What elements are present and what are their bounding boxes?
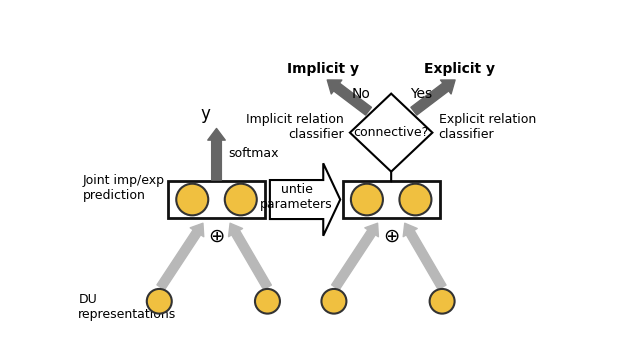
Text: Explicit relation
classifier: Explicit relation classifier <box>439 113 536 141</box>
Text: DU
representations: DU representations <box>78 293 177 321</box>
Ellipse shape <box>255 289 280 313</box>
Text: untie
parameters: untie parameters <box>260 183 333 211</box>
Text: Explicit y: Explicit y <box>424 62 495 76</box>
Text: $\oplus$: $\oplus$ <box>208 226 225 245</box>
Polygon shape <box>270 163 341 236</box>
Text: y: y <box>201 105 211 123</box>
Text: softmax: softmax <box>228 147 279 160</box>
Ellipse shape <box>225 184 257 215</box>
Ellipse shape <box>351 184 383 215</box>
Ellipse shape <box>321 289 346 313</box>
Text: No: No <box>352 87 371 101</box>
Ellipse shape <box>399 184 431 215</box>
Text: Yes: Yes <box>410 87 432 101</box>
Text: Joint imp/exp
prediction: Joint imp/exp prediction <box>83 174 165 202</box>
Ellipse shape <box>429 289 454 313</box>
Text: Implicit relation
classifier: Implicit relation classifier <box>246 113 344 141</box>
Polygon shape <box>350 94 433 172</box>
Ellipse shape <box>146 289 172 313</box>
Bar <box>168 181 265 218</box>
Text: $\oplus$: $\oplus$ <box>383 226 399 245</box>
Bar <box>342 181 439 218</box>
Ellipse shape <box>177 184 208 215</box>
Text: Implicit y: Implicit y <box>287 62 359 76</box>
Text: connective?: connective? <box>354 126 429 139</box>
